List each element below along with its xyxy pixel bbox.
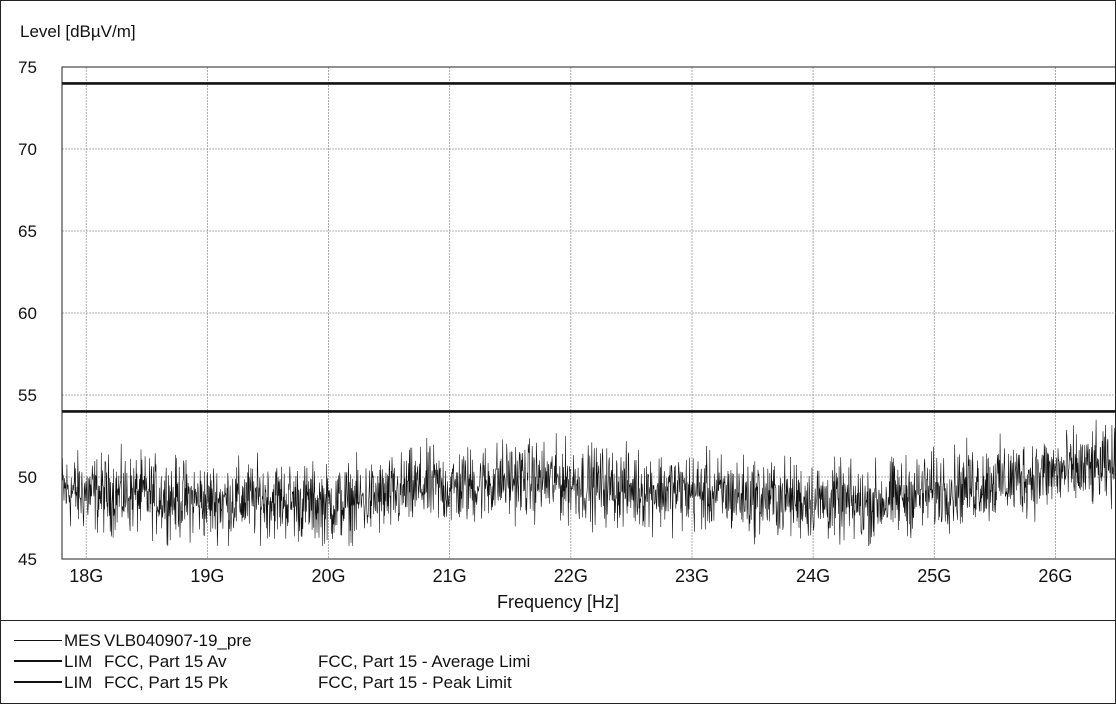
y-tick-label: 50 bbox=[18, 468, 37, 487]
legend-desc: FCC, Part 15 - Peak Limit bbox=[318, 673, 512, 692]
x-tick-label: 23G bbox=[675, 566, 709, 586]
series-lines bbox=[61, 82, 1116, 546]
series-mes-trace bbox=[61, 419, 1116, 546]
grid-lines bbox=[62, 66, 1116, 559]
y-axis-label: Level [dBµV/m] bbox=[20, 22, 136, 41]
y-tick-label: 65 bbox=[18, 222, 37, 241]
x-tick-label: 21G bbox=[433, 566, 467, 586]
x-tick-label: 20G bbox=[312, 566, 346, 586]
x-axis-label: Frequency [Hz] bbox=[496, 592, 620, 612]
legend-kind: LIM bbox=[64, 673, 93, 692]
plot-area: 45 50 55 60 65 70 75 18G 19G 20G 21G 22G 23G 24G 25G 2… bbox=[18, 58, 1116, 586]
y-tick-label: 75 bbox=[18, 58, 37, 77]
legend-name: VLB040907-19_pre bbox=[104, 631, 252, 650]
x-tick-label: 24G bbox=[796, 566, 830, 586]
legend-kind: MES bbox=[64, 631, 101, 650]
legend-separator bbox=[0, 620, 1116, 621]
legend-name: FCC, Part 15 Av bbox=[104, 652, 227, 671]
x-tick-label: 22G bbox=[554, 566, 588, 586]
y-tick-label: 70 bbox=[18, 140, 37, 159]
plot-border bbox=[61, 66, 1116, 560]
legend-name: FCC, Part 15 Pk bbox=[104, 673, 228, 692]
legend-desc: FCC, Part 15 - Average Limi bbox=[318, 652, 531, 671]
x-tick-label: 26G bbox=[1038, 566, 1072, 586]
legend-kind: LIM bbox=[64, 652, 93, 671]
x-tick-label: 25G bbox=[917, 566, 951, 586]
x-tick-labels: 18G 19G 20G 21G 22G 23G 24G 25G 26G bbox=[69, 566, 1072, 586]
y-tick-labels: 45 50 55 60 65 70 75 bbox=[18, 58, 37, 569]
x-tick-label: 18G bbox=[69, 566, 103, 586]
legend-swatch bbox=[14, 640, 62, 641]
y-tick-label: 60 bbox=[18, 304, 37, 323]
legend-swatch bbox=[14, 681, 62, 683]
y-tick-label: 55 bbox=[18, 386, 37, 405]
y-tick-label: 45 bbox=[18, 550, 37, 569]
x-tick-label: 19G bbox=[190, 566, 224, 586]
legend-swatch bbox=[14, 660, 62, 662]
